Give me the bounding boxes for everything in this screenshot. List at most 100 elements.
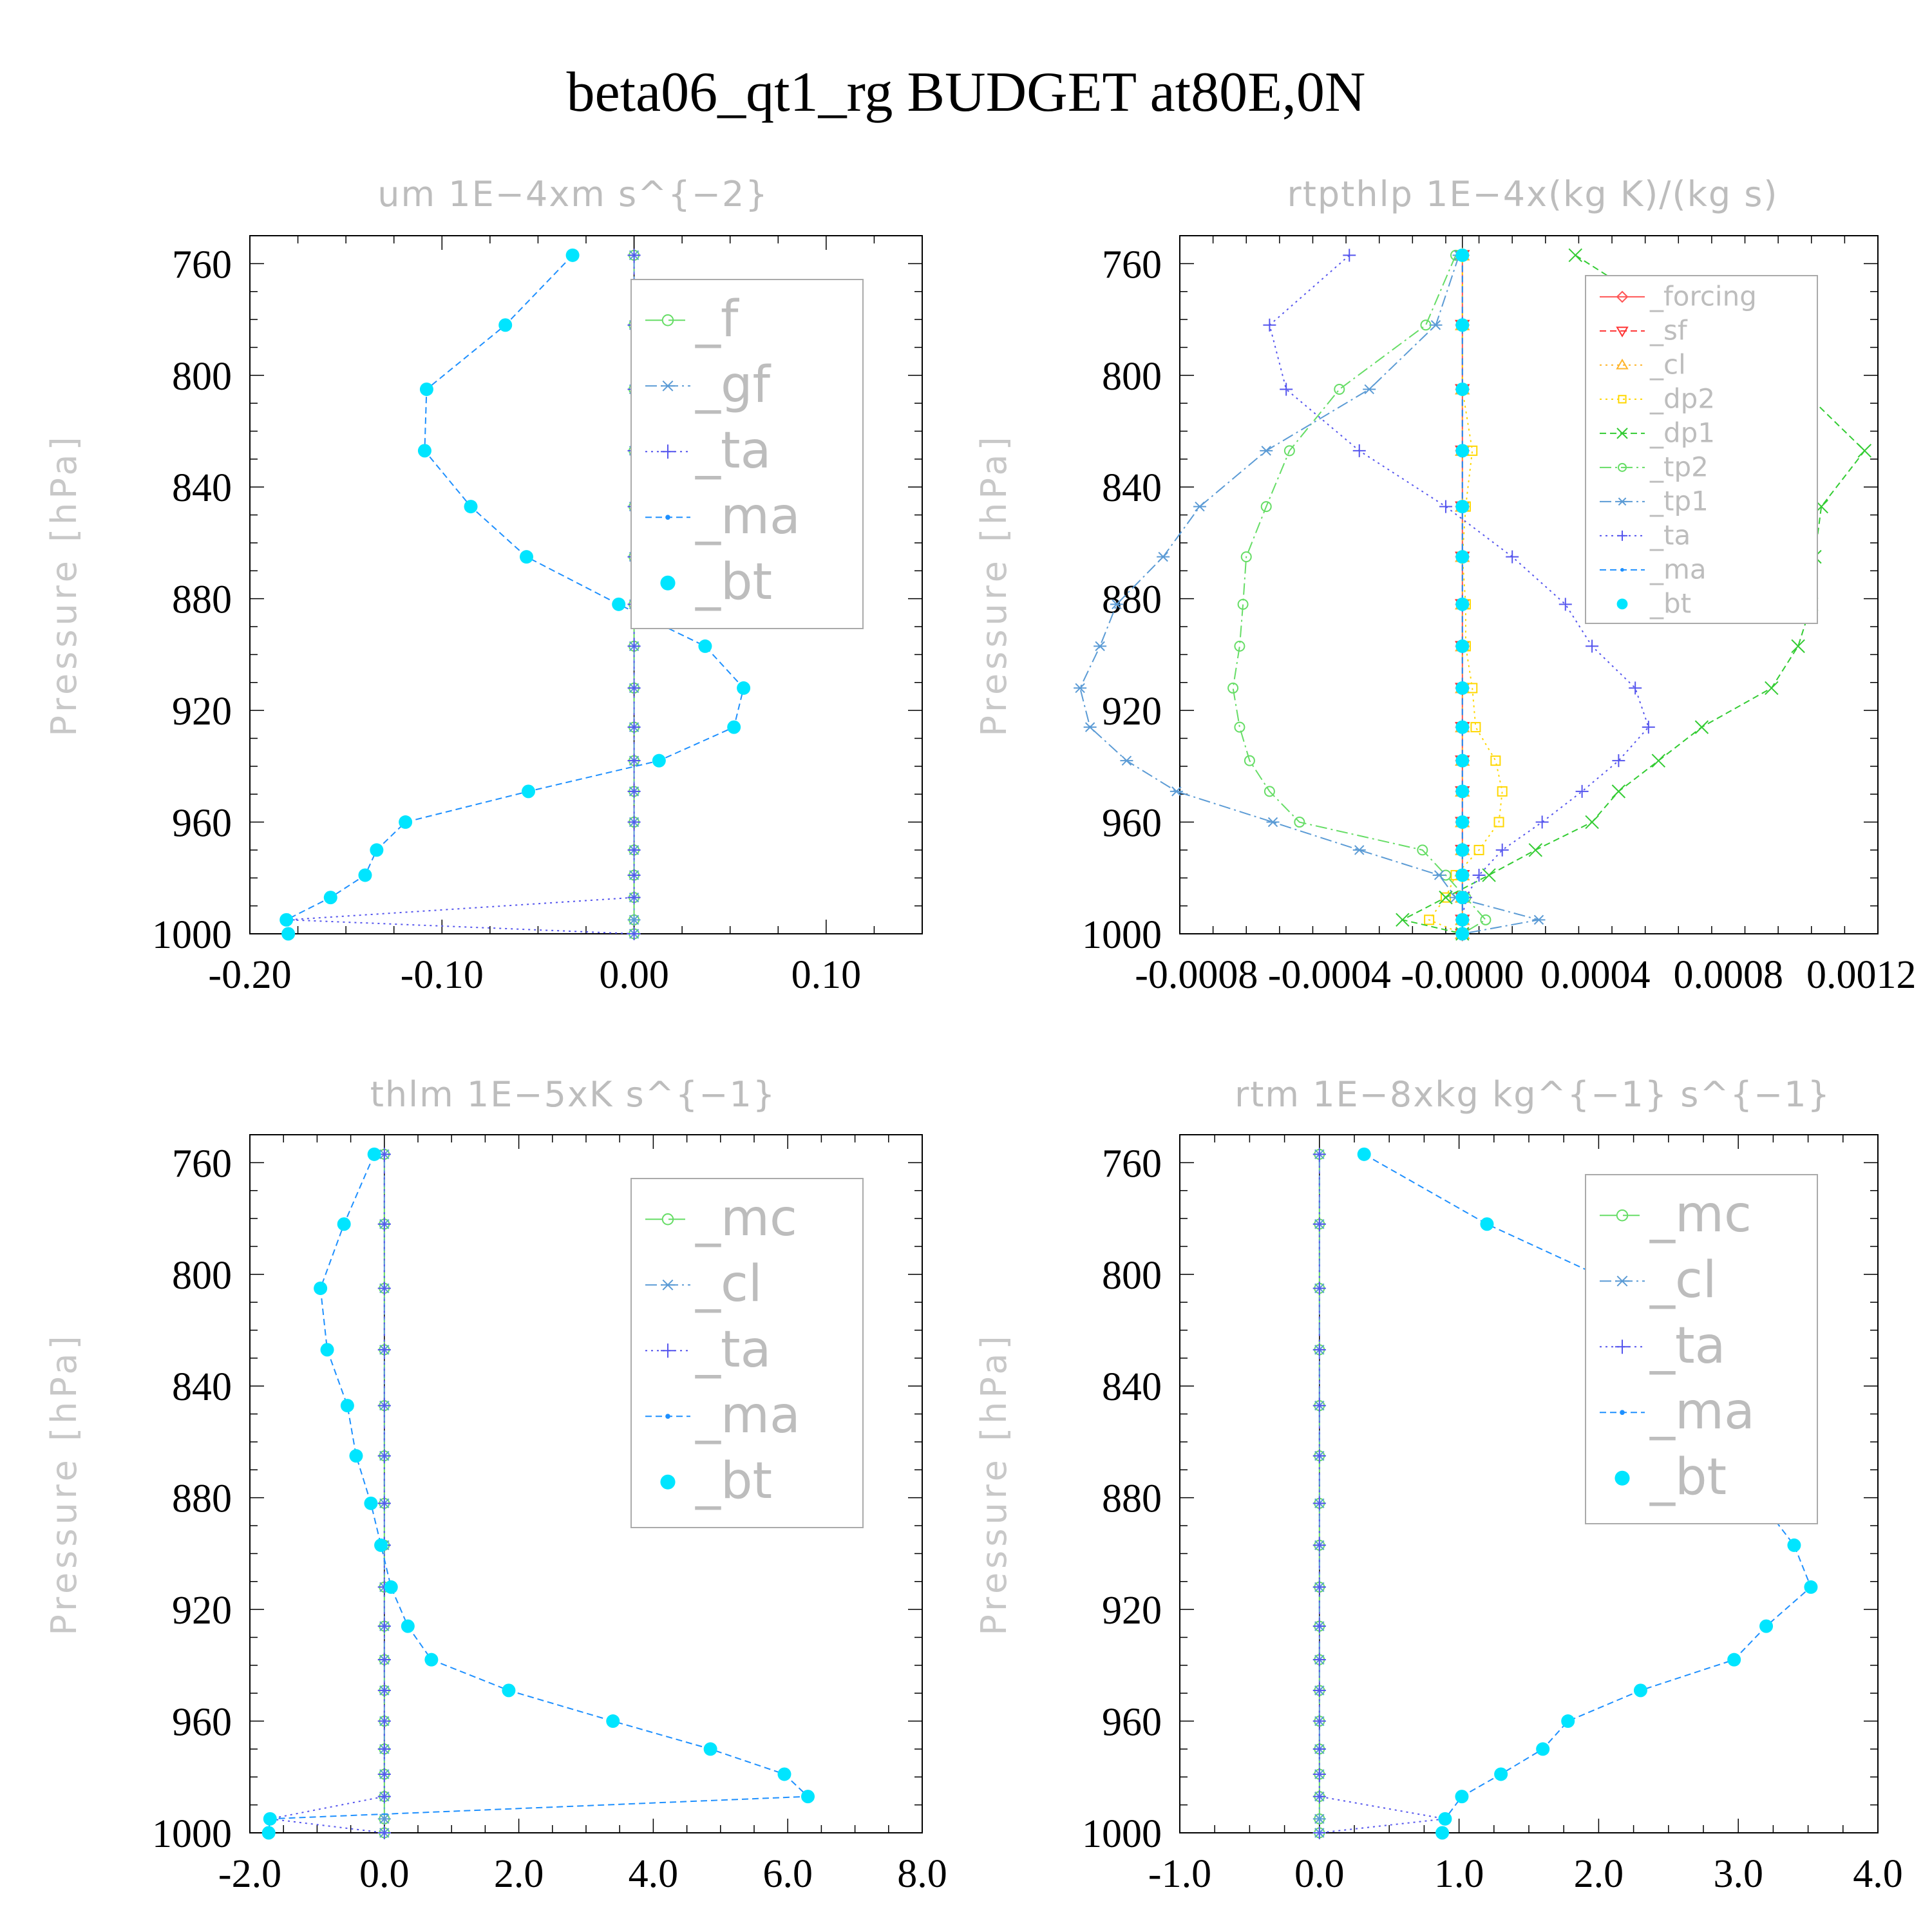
data-point [1312, 1653, 1326, 1667]
data-point [1343, 249, 1356, 262]
y-tick-label: 960 [1102, 1701, 1162, 1745]
legend: _forcing_sf_cl_dp2_dp1_tp2_tp1_ta_ma_bt [1585, 275, 1818, 624]
data-point [1424, 914, 1435, 925]
x-tick-label: 0.0 [1294, 1852, 1345, 1896]
data-point [377, 1282, 391, 1295]
data-point [1455, 248, 1470, 262]
y-tick-label: 920 [1102, 1589, 1162, 1633]
data-point [323, 891, 337, 905]
data-point [1759, 1619, 1774, 1633]
data-point [1480, 914, 1492, 925]
x-tick-label: 0.0 [359, 1852, 410, 1896]
legend-label: _sf [1649, 314, 1688, 346]
y-axis-label: Pressure [hPa] [44, 1332, 84, 1635]
series-line [1079, 255, 1539, 934]
series-line [1318, 1154, 1446, 1833]
x-tick-label: 8.0 [897, 1852, 947, 1896]
data-point [1435, 1826, 1450, 1840]
data-point [1493, 817, 1504, 828]
data-point [314, 1281, 328, 1295]
data-point [1283, 445, 1295, 457]
data-point [281, 927, 296, 941]
y-tick-label: 800 [1102, 1254, 1162, 1298]
data-point [1260, 446, 1273, 456]
data-point [1568, 248, 1582, 263]
data-point [1420, 319, 1432, 331]
legend-item: _ma [645, 1387, 800, 1444]
data-point [1352, 444, 1366, 457]
data-point [498, 318, 513, 332]
data-point [727, 720, 741, 734]
panel-title: rtm 1E−8xkg kg^{−1} s^{−1} [1235, 1074, 1831, 1115]
y-axis-label: Pressure [hPa] [974, 1332, 1014, 1635]
data-point [1312, 1343, 1326, 1356]
data-point [1629, 681, 1642, 695]
legend: _mc _cl _ta _ma _bt [1585, 1174, 1818, 1524]
data-point [627, 681, 641, 695]
x-tick-label: 0.0012 [1806, 953, 1917, 997]
legend-label: _forcing [1649, 280, 1757, 312]
y-tick-label: 760 [1102, 1142, 1162, 1186]
data-point [1244, 755, 1255, 766]
y-tick-label: 760 [172, 243, 232, 287]
legend-label: _ma [695, 488, 800, 545]
legend-item: _sf [1600, 314, 1688, 346]
data-point [1536, 1742, 1550, 1756]
data-point [1651, 753, 1666, 768]
x-tick-label: 0.0004 [1540, 953, 1651, 997]
data-point [1083, 722, 1097, 732]
legend-item: _cl [645, 1255, 762, 1313]
chart-panel-4: rtm 1E−8xkg kg^{−1} s^{−1} Pressure [hPa]… [974, 1074, 1903, 1896]
legend-item: _cl [1600, 1251, 1717, 1309]
data-point [1312, 1767, 1326, 1781]
data-point [1586, 639, 1599, 653]
y-tick-label: 840 [172, 466, 232, 510]
data-point [1642, 721, 1655, 734]
data-point [261, 1826, 276, 1840]
x-tick-label: -0.0004 [1268, 953, 1391, 997]
data-point [1561, 1714, 1575, 1728]
data-point [627, 868, 641, 882]
data-point [1455, 639, 1470, 653]
legend-label: _ma [1649, 1383, 1755, 1441]
data-point [627, 891, 641, 904]
y-tick-label: 840 [1102, 466, 1162, 510]
legend-item: _ta [1600, 519, 1690, 551]
data-point [627, 639, 641, 653]
legend-item: _ta [645, 1321, 771, 1379]
data-point [1429, 320, 1443, 330]
legend-label: _tp1 [1649, 485, 1709, 516]
legend-item: _bt [1616, 587, 1691, 619]
data-point [364, 1496, 378, 1510]
legend-label: _bt [1649, 1448, 1727, 1506]
data-point [377, 1217, 391, 1231]
data-point [1532, 914, 1546, 925]
data-point [1264, 786, 1275, 797]
data-point [606, 1714, 620, 1728]
x-tick-label: -0.0000 [1401, 953, 1524, 997]
legend-item: _bt [660, 1452, 772, 1510]
legend-label: _tp2 [1649, 451, 1709, 482]
x-tick-label: -2.0 [218, 1852, 281, 1896]
legend-label: _ta [1649, 519, 1690, 551]
data-point [377, 1714, 391, 1728]
data-point [1438, 1812, 1452, 1826]
legend-label: _ma [695, 1387, 800, 1444]
data-point [627, 914, 641, 925]
plot-frame [1179, 235, 1879, 934]
legend-item: _ma [1600, 553, 1707, 585]
data-point [1357, 1147, 1371, 1161]
legend-item: _forcing [1600, 280, 1757, 312]
x-tick-label: -0.0008 [1135, 953, 1258, 997]
x-tick-label: 1.0 [1434, 1852, 1484, 1896]
x-tick-label: 0.0008 [1673, 953, 1783, 997]
y-tick-label: 1000 [152, 913, 232, 957]
data-point [627, 784, 641, 798]
data-point [1787, 1538, 1801, 1552]
x-tick-label: -1.0 [1148, 1852, 1211, 1896]
legend-box [630, 279, 864, 629]
data-point [1455, 318, 1470, 332]
x-tick-label: 3.0 [1713, 1852, 1763, 1896]
series-bt [261, 1147, 815, 1840]
series-line [1232, 255, 1487, 934]
